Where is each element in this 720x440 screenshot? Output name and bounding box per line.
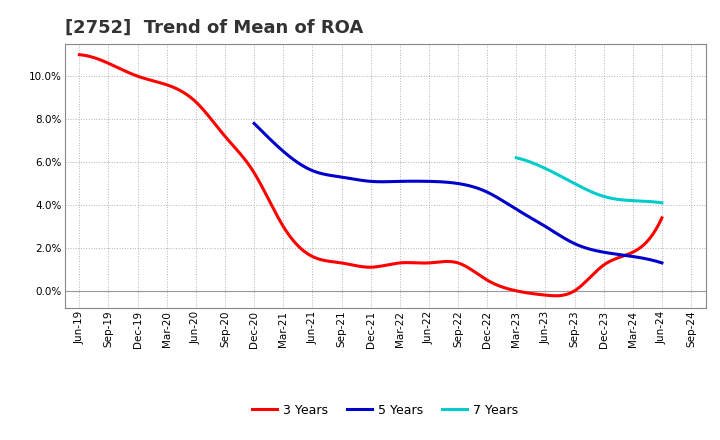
7 Years xyxy=(603,195,612,200)
7 Years xyxy=(512,155,521,161)
Line: 3 Years: 3 Years xyxy=(79,55,662,296)
7 Years xyxy=(657,200,666,205)
3 Years xyxy=(441,259,450,264)
5 Years xyxy=(657,260,666,266)
7 Years xyxy=(529,161,538,166)
7 Years xyxy=(559,175,568,180)
5 Years xyxy=(299,163,307,169)
3 Years xyxy=(657,215,666,220)
Line: 5 Years: 5 Years xyxy=(254,123,662,263)
Legend: 3 Years, 5 Years, 7 Years: 3 Years, 5 Years, 7 Years xyxy=(247,399,523,422)
3 Years xyxy=(498,285,507,290)
7 Years xyxy=(618,197,626,202)
5 Years xyxy=(546,227,555,232)
Text: [2752]  Trend of Mean of ROA: [2752] Trend of Mean of ROA xyxy=(65,19,363,37)
5 Years xyxy=(382,179,391,184)
3 Years xyxy=(265,198,274,203)
5 Years xyxy=(544,226,553,231)
3 Years xyxy=(75,52,84,57)
3 Years xyxy=(551,293,559,298)
Line: 7 Years: 7 Years xyxy=(516,158,662,203)
5 Years xyxy=(506,203,515,209)
5 Years xyxy=(250,121,258,126)
7 Years xyxy=(617,197,626,202)
7 Years xyxy=(570,180,578,186)
3 Years xyxy=(495,283,504,289)
5 Years xyxy=(411,179,420,184)
3 Years xyxy=(306,253,315,258)
3 Years xyxy=(145,77,154,82)
